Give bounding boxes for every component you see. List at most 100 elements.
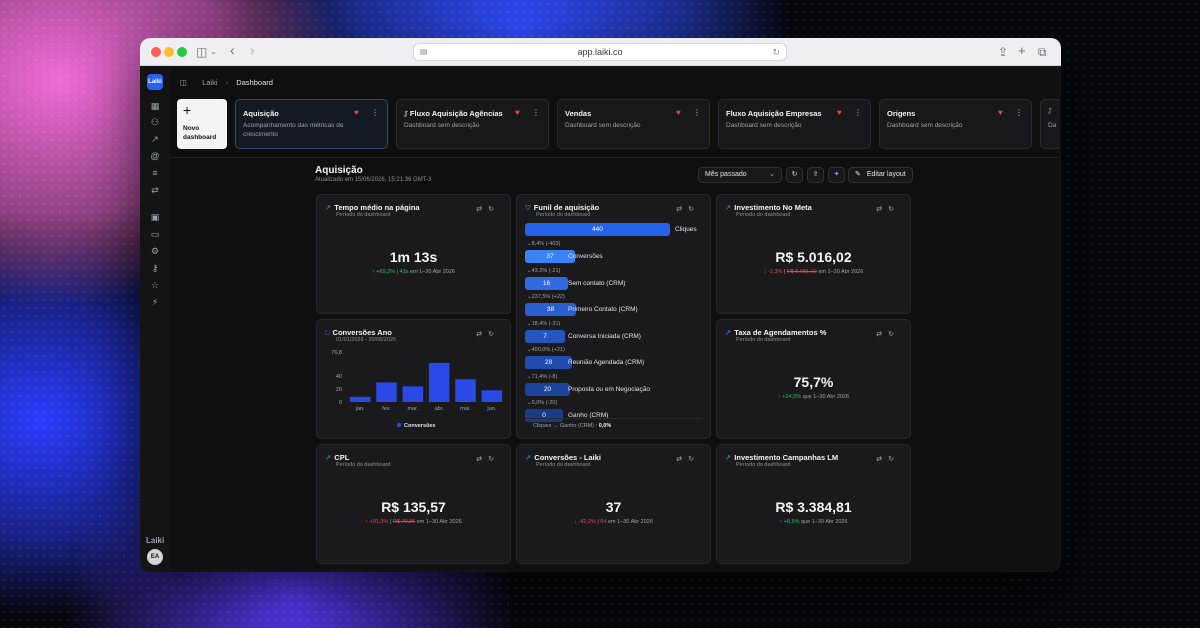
swap-icon[interactable]: ⇄	[676, 456, 689, 463]
funnel-bar[interactable]: 28	[525, 356, 572, 369]
heart-icon[interactable]: ♥	[837, 108, 842, 117]
close-window-button[interactable]	[151, 47, 161, 57]
bolt-icon[interactable]: ⚡	[151, 297, 159, 307]
building-icon[interactable]: ▣	[150, 212, 160, 222]
chevron-down-icon[interactable]: ⌄	[210, 47, 217, 56]
org-icon[interactable]: ☆	[150, 280, 160, 290]
page-settings-icon[interactable]: ▤	[420, 47, 428, 56]
export-button[interactable]: ⇪	[807, 167, 824, 183]
widget-title-text: Tempo médio na página	[334, 203, 420, 212]
previous-value: 43s	[399, 269, 409, 275]
refresh-icon[interactable]: ↻	[488, 331, 500, 338]
swap-icon[interactable]: ⇄	[476, 206, 489, 213]
funnel-bar[interactable]: 16	[525, 276, 568, 290]
trend-icon[interactable]: ↗	[151, 134, 159, 144]
edit-layout-button[interactable]: ✎ Editar layout	[848, 167, 913, 183]
card-icon[interactable]: ▭	[150, 229, 160, 239]
funnel-bar[interactable]: 38	[525, 303, 576, 316]
key-icon[interactable]: ⚷	[151, 263, 159, 273]
refresh-icon[interactable]: ↻	[888, 456, 900, 463]
refresh-icon[interactable]: ↻	[488, 456, 500, 463]
bar[interactable]	[428, 362, 450, 402]
refresh-icon[interactable]: ↻	[888, 331, 900, 338]
dashboard-card-partial[interactable]: Da ⎎	[1040, 99, 1059, 149]
chevron-down-icon: ⌄	[527, 241, 532, 247]
user-cog-icon[interactable]: ⚙	[150, 246, 160, 256]
widget-actions: ⇄↻	[876, 455, 900, 463]
users-icon[interactable]: ⚇	[150, 117, 160, 127]
funnel-bar[interactable]: 0	[525, 409, 563, 422]
reload-icon[interactable]: ↻	[772, 47, 780, 57]
new-tab-icon[interactable]: +	[1018, 43, 1026, 58]
share-icon[interactable]: ⇪	[998, 45, 1009, 59]
funnel-bar-top[interactable]: 440	[525, 223, 670, 236]
refresh-icon[interactable]: ↻	[888, 206, 900, 213]
funnel-step-diff: (+21)	[551, 347, 565, 353]
heart-icon[interactable]: ♥	[998, 108, 1003, 117]
bar[interactable]	[455, 379, 476, 402]
more-icon[interactable]: ⋮	[693, 108, 701, 117]
dashboard-card-origens[interactable]: Origens Dashboard sem descrição ♥ ⋮	[879, 99, 1032, 149]
x-tick-label: jan.	[355, 406, 365, 412]
heart-icon[interactable]: ♥	[676, 108, 681, 117]
delta-percent: +91,3%	[369, 519, 389, 525]
new-dashboard-button[interactable]: + Novo dashboard	[177, 99, 227, 149]
bar[interactable]	[481, 390, 503, 402]
funnel-bar[interactable]: 7	[525, 329, 565, 343]
x-tick-label: mai.	[460, 406, 471, 412]
funnel-step-rate: ⌄0,0% (-20)	[527, 400, 557, 406]
swap-icon[interactable]: ⇄	[876, 456, 889, 463]
dashboard-card-aquisicao[interactable]: Aquisição Acompanhamento das métricas de…	[235, 99, 388, 149]
panel-toggle-icon[interactable]: ◫	[180, 78, 188, 87]
refresh-icon[interactable]: ↻	[688, 206, 700, 213]
refresh-icon[interactable]: ↻	[488, 206, 500, 213]
dashboard-icon[interactable]: ▦	[150, 101, 160, 111]
funnel-bar[interactable]: 37	[525, 250, 575, 263]
widget-title-text: Funil de aquisição	[533, 203, 600, 212]
filter-icon[interactable]: ≡	[152, 168, 158, 178]
widget-investimento-lm: ↗ Investimento Campanhas LM Período do da…	[716, 444, 911, 564]
bar[interactable]	[349, 396, 371, 402]
swap-icon[interactable]: ⇄	[476, 456, 489, 463]
dashboard-card-fluxo-empresas[interactable]: Fluxo Aquisição Empresas Dashboard sem d…	[718, 99, 871, 149]
heart-icon[interactable]: ♥	[354, 108, 359, 117]
app: Laiki ▦ ⚇ ↗ @ ≡ ⇄ ▣ ▭ ⚙ ⚷ ☆ ⚡ Laiki EA ◫…	[140, 66, 1061, 572]
tabs-overview-icon[interactable]: ⧉	[1038, 45, 1047, 59]
swap-icon[interactable]: ⇄	[676, 206, 689, 213]
previous-value: R$ 70,86	[392, 519, 416, 525]
more-icon[interactable]: ⋮	[371, 108, 379, 117]
funnel-bar[interactable]: 20	[525, 382, 570, 396]
ai-button[interactable]: ✦	[828, 167, 845, 183]
maximize-window-button[interactable]	[177, 47, 187, 57]
minimize-window-button[interactable]	[164, 47, 174, 57]
dashboard-card-vendas[interactable]: Vendas Dashboard sem descrição ♥ ⋮	[557, 99, 710, 149]
delta-percent: -1,3%	[767, 269, 783, 275]
laiki-logo[interactable]: Laiki	[147, 74, 163, 90]
swap-icon[interactable]: ⇄	[876, 206, 889, 213]
back-icon[interactable]: ‹	[230, 42, 235, 58]
funnel-step-label: Reunião Agendada (CRM)	[568, 359, 645, 366]
more-icon[interactable]: ⋮	[854, 108, 862, 117]
legend-label[interactable]: Conversões	[404, 423, 436, 429]
period-select[interactable]: Mês passado ⌄	[698, 167, 782, 183]
more-icon[interactable]: ⋮	[1015, 108, 1023, 117]
dashboard-card-fluxo-agencias[interactable]: ⎎ Fluxo Aquisição Agências Dashboard sem…	[396, 99, 549, 149]
sidebar-toggle-icon[interactable]: ◫	[196, 45, 208, 59]
at-icon[interactable]: @	[150, 151, 160, 161]
bar[interactable]	[376, 382, 397, 402]
refresh-button[interactable]: ↻	[786, 167, 803, 183]
dashboard-card-title: ⎎ Fluxo Aquisição Agências	[404, 109, 503, 119]
widget-subtitle: Período do dashboard	[336, 212, 391, 218]
swap-icon[interactable]: ⇄	[151, 185, 159, 195]
swap-icon[interactable]: ⇄	[476, 331, 489, 338]
breadcrumb-root[interactable]: Laiki	[202, 78, 218, 87]
bar[interactable]	[402, 386, 424, 402]
swap-icon[interactable]: ⇄	[876, 331, 889, 338]
avatar[interactable]: EA	[147, 549, 163, 565]
funnel-footer: Cliques → Ganho (CRM) : 0,0%	[533, 423, 611, 429]
more-icon[interactable]: ⋮	[532, 108, 540, 117]
heart-icon[interactable]: ♥	[515, 108, 520, 117]
forward-icon[interactable]: ›	[250, 42, 255, 58]
refresh-icon[interactable]: ↻	[688, 456, 700, 463]
address-bar[interactable]: ▤ app.laiki.co ↻	[413, 43, 787, 61]
